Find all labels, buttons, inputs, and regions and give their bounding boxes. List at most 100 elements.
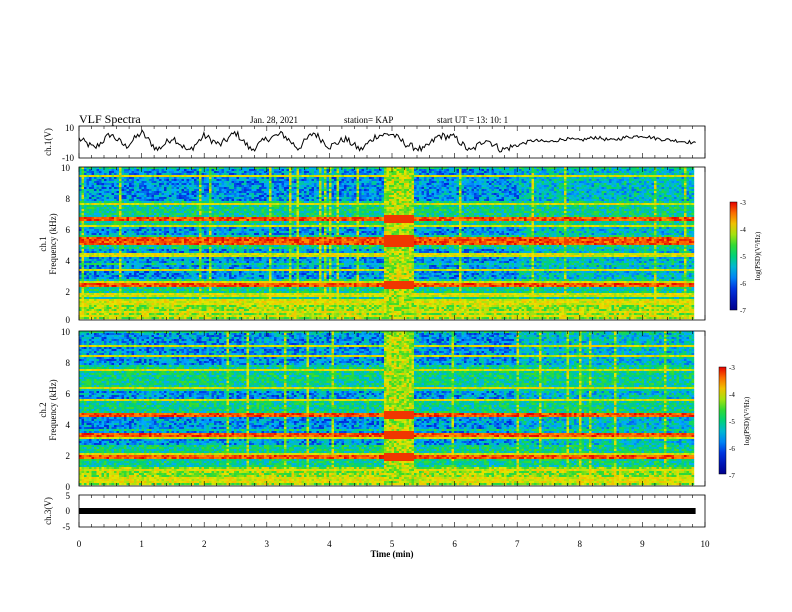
spectrogram-cell (79, 231, 82, 233)
spectrogram-cell (82, 305, 85, 307)
spectrogram-cell (97, 205, 100, 207)
spectrogram-cell (79, 291, 82, 293)
spectrogram-cell (79, 303, 82, 305)
spectrogram-cell (99, 183, 102, 185)
spectrogram-cell (89, 297, 92, 299)
spectrogram-cell (79, 295, 82, 297)
spectrogram-cell (82, 207, 85, 209)
spectrogram-cell (89, 193, 92, 195)
spectrogram-cell (79, 279, 82, 281)
spectrogram-cell (94, 169, 97, 171)
spectrogram-cell (92, 217, 95, 219)
spectrogram-cell (92, 269, 95, 271)
spectrogram-cell (94, 207, 97, 209)
spectrogram-cell (89, 265, 92, 267)
spectrogram-cell (84, 265, 87, 267)
spectrogram-cell (102, 221, 105, 223)
spectrogram-cell (92, 227, 95, 229)
spectrogram-cell (102, 225, 105, 227)
spectrogram-cell (94, 277, 97, 279)
spectrogram-cell (97, 275, 100, 277)
spectrogram-cell (99, 181, 102, 183)
spectrogram-cell (89, 249, 92, 251)
spectrogram-cell (82, 215, 85, 217)
spectrogram-cell (82, 243, 85, 245)
spectrogram-cell (79, 187, 82, 189)
spectrogram-cell (82, 201, 85, 203)
spectrogram-cell (99, 257, 102, 259)
spectrogram-cell (84, 221, 87, 223)
spectrogram-cell (97, 199, 100, 201)
spectrogram-cell (92, 317, 95, 319)
spectrogram-cell (99, 301, 102, 303)
spectrogram-cell (92, 231, 95, 233)
spectrogram-cell (79, 233, 82, 235)
spectrogram-cell (99, 239, 102, 241)
spectrogram-cell (79, 195, 82, 197)
spectrogram-cell (82, 281, 85, 283)
spectrogram-cell (87, 225, 90, 227)
spectrogram-cell (97, 187, 100, 189)
spectrogram-cell (82, 247, 85, 249)
spectrogram-cell (92, 261, 95, 263)
spectrogram-cell (84, 261, 87, 263)
spectrogram-cell (92, 223, 95, 225)
spectrogram-cell (84, 297, 87, 299)
spectrogram-cell (94, 251, 97, 253)
spectrogram-cell (97, 207, 100, 209)
spectrogram-cell (82, 191, 85, 193)
spectrogram-cell (87, 247, 90, 249)
spectrogram-cell (99, 221, 102, 223)
spectrogram-cell (89, 207, 92, 209)
spectrogram-cell (87, 271, 90, 273)
spectrogram-cell (79, 241, 82, 243)
spectrogram-cell (94, 179, 97, 181)
spectrogram-cell (97, 181, 100, 183)
ch1-waveform-panel: 10 -10 ch.1(V) (43, 123, 705, 163)
spectrogram-cell (89, 201, 92, 203)
spectrogram-cell (84, 217, 87, 219)
spectrogram-cell (89, 291, 92, 293)
spectrogram-cell (84, 317, 87, 319)
spectrogram-cell (92, 207, 95, 209)
spectrogram-cell (87, 311, 90, 313)
spectrogram-cell (82, 209, 85, 211)
spectrogram-cell (84, 243, 87, 245)
spectrogram-cell (84, 241, 87, 243)
spectrogram-cell (97, 287, 100, 289)
spectrogram-cell (94, 307, 97, 309)
spectrogram-cell (87, 241, 90, 243)
spectrogram-cell (89, 305, 92, 307)
spectrogram-cell (87, 169, 90, 171)
spectrogram-cell (89, 183, 92, 185)
spectrogram-cell (79, 171, 82, 173)
spectrogram-cell (89, 251, 92, 253)
spectrogram-cell (82, 299, 85, 301)
spectrogram-cell (87, 243, 90, 245)
spectrogram-cell (82, 261, 85, 263)
spectrogram-cell (87, 209, 90, 211)
vlf-spectra-figure: VLF Spectra Jan. 28, 2021 station= KAP s… (0, 0, 792, 612)
spectrogram-cell (92, 277, 95, 279)
spectrogram-cell (94, 267, 97, 269)
spectrogram-cell (82, 229, 85, 231)
spectrogram-cell (79, 253, 82, 255)
spectrogram-cell (99, 289, 102, 291)
spectrogram-cell (94, 279, 97, 281)
spectrogram-cell (97, 239, 100, 241)
spectrogram-cell (87, 255, 90, 257)
spectrogram-cell (89, 187, 92, 189)
spectrogram-cell (99, 189, 102, 191)
spectrogram-cell (94, 285, 97, 287)
spectrogram-cell (97, 261, 100, 263)
spectrogram-cell (84, 283, 87, 285)
spectrogram-cell (89, 177, 92, 179)
spectrogram-cell (84, 183, 87, 185)
spectrogram-cell (99, 205, 102, 207)
spectrogram-cell (84, 225, 87, 227)
spectrogram-cell (92, 293, 95, 295)
spectrogram-cell (94, 311, 97, 313)
spectrogram-cell (99, 283, 102, 285)
spectrogram-cell (97, 221, 100, 223)
spectrogram-cell (82, 287, 85, 289)
